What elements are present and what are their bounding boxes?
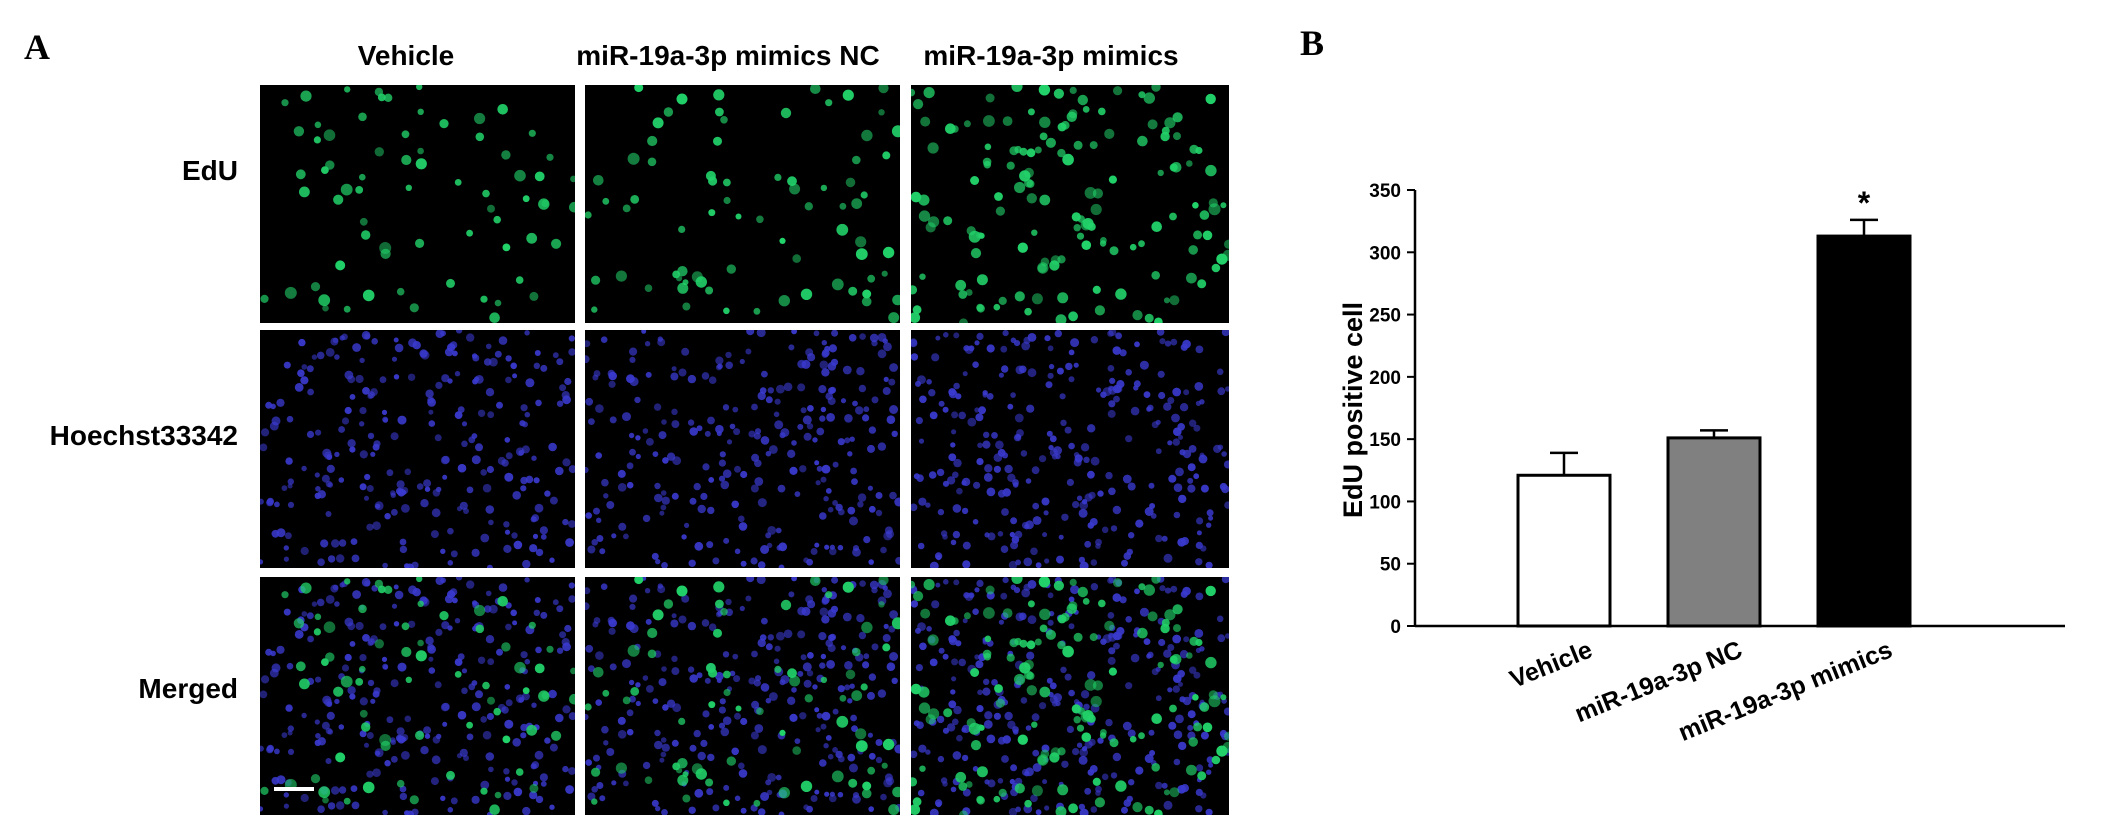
row-label-edu: EdU (182, 155, 238, 186)
bar-1 (1516, 473, 1612, 628)
micrograph-edu-mimics (911, 85, 1229, 323)
row-label-merged: Merged (138, 673, 238, 704)
significance-marker: * (1858, 185, 1871, 221)
row-label-hoechst: Hoechst33342 (49, 420, 238, 451)
bar-3 (1816, 234, 1912, 628)
y-tick-label: 0 (1390, 617, 1401, 638)
y-tick-label: 100 (1369, 492, 1401, 513)
panel-b-label: B (1300, 23, 1325, 63)
y-tick-label: 300 (1369, 243, 1401, 264)
y-tick-label: 150 (1369, 430, 1401, 451)
micrograph-hoechst-mimics (911, 330, 1229, 568)
micrograph-edu-vehicle (260, 85, 575, 323)
column-header-mimics-nc: miR-19a-3p mimics NC (576, 40, 880, 71)
bar-2 (1666, 436, 1762, 628)
micrograph-hoechst-mimics-nc (585, 330, 900, 568)
y-tick-label: 250 (1369, 306, 1401, 327)
micrograph-merged-mimics-nc (585, 577, 900, 815)
y-tick-label: 350 (1369, 181, 1401, 202)
x-category-label: Vehicle (1506, 636, 1596, 694)
column-header-vehicle: Vehicle (357, 40, 455, 71)
column-header-mimics: miR-19a-3p mimics (923, 40, 1179, 71)
y-tick-label: 200 (1369, 368, 1401, 389)
scale-bar (274, 787, 314, 791)
micrograph-merged-vehicle (260, 577, 575, 815)
y-axis-label: EdU positive cell (1338, 302, 1368, 518)
micrograph-merged-mimics (911, 577, 1229, 815)
micrograph-edu-mimics-nc (585, 85, 900, 323)
y-tick-label: 50 (1380, 555, 1401, 576)
panel-a-label: A (24, 27, 50, 67)
micrograph-hoechst-vehicle (260, 330, 575, 568)
